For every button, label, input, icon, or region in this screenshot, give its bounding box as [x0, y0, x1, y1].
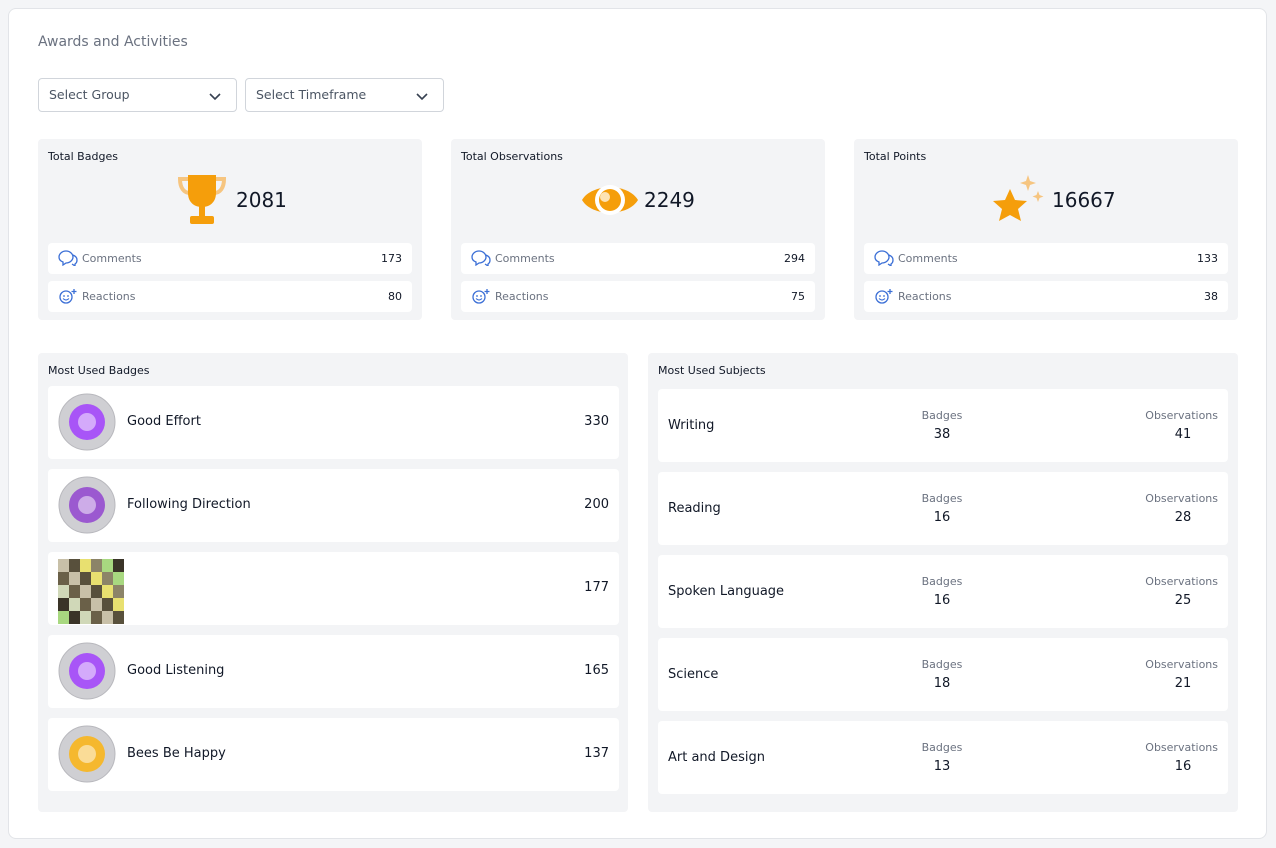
icon [172, 173, 232, 227]
reactions-label: Reactions [82, 290, 136, 303]
subject-name: Science [668, 667, 719, 682]
observations-label: Observations [1145, 409, 1218, 422]
dropdown-label: Select Group [49, 87, 130, 102]
badge-name: Good Listening [127, 663, 225, 678]
badge-count: 137 [584, 746, 609, 761]
subject-row [658, 721, 1228, 794]
card-title: Total Points [864, 150, 927, 163]
reactions-label: Reactions [495, 290, 549, 303]
observations-count: 16 [1174, 759, 1192, 774]
badge-name: Good Effort [127, 414, 201, 429]
icon [988, 173, 1048, 227]
badges-count: 38 [933, 427, 951, 442]
badges-count: 16 [933, 593, 951, 608]
panel-title: Most Used Subjects [658, 364, 766, 377]
observations-label: Observations [1145, 658, 1218, 671]
observations-count: 25 [1174, 593, 1192, 608]
badge-name: Bees Be Happy [127, 746, 226, 761]
badge-count: 330 [584, 414, 609, 429]
subject-row [658, 555, 1228, 628]
reactions-count: 80 [388, 290, 402, 303]
badge-icon [58, 476, 116, 538]
badge-icon [58, 642, 116, 704]
badges-count: 13 [933, 759, 951, 774]
reactions-row [864, 281, 1228, 312]
reactions-row [48, 281, 412, 312]
reactions-label: Reactions [898, 290, 952, 303]
badge-icon [58, 725, 116, 787]
subject-name: Reading [668, 501, 721, 516]
observations-label: Observations [1145, 575, 1218, 588]
comments-row [48, 243, 412, 274]
observations-label: Observations [1145, 492, 1218, 505]
comments-row [461, 243, 815, 274]
badges-label: Badges [921, 575, 963, 588]
badges-label: Badges [921, 409, 963, 422]
comments-label: Comments [898, 252, 958, 265]
comments-label: Comments [495, 252, 555, 265]
subject-row [658, 472, 1228, 545]
card-total: 2249 [644, 188, 695, 212]
badge-name: Following Direction [127, 497, 251, 512]
badge-row [48, 386, 619, 459]
badges-label: Badges [921, 658, 963, 671]
icon [580, 173, 640, 227]
badge-row [48, 469, 619, 542]
badge-icon [58, 559, 128, 629]
subject-row [658, 638, 1228, 711]
subject-name: Spoken Language [668, 584, 785, 599]
subject-name: Art and Design [668, 750, 765, 765]
badge-row [48, 552, 619, 625]
card-total: 16667 [1052, 188, 1116, 212]
comments-row [864, 243, 1228, 274]
observations-label: Observations [1145, 741, 1218, 754]
dropdown[interactable]: Select Timeframe [245, 78, 444, 112]
card-total: 2081 [236, 188, 287, 212]
badge-count: 165 [584, 663, 609, 678]
reactions-count: 75 [791, 290, 805, 303]
badge-count: 200 [584, 497, 609, 512]
comments-count: 173 [381, 252, 402, 265]
badges-count: 16 [933, 510, 951, 525]
comments-count: 133 [1197, 252, 1218, 265]
badges-label: Badges [921, 492, 963, 505]
reactions-row [461, 281, 815, 312]
card-title: Total Observations [461, 150, 563, 163]
comments-label: Comments [82, 252, 142, 265]
dropdown[interactable]: Select Group [38, 78, 237, 112]
observations-count: 41 [1174, 427, 1192, 442]
comments-count: 294 [784, 252, 805, 265]
badge-row [48, 718, 619, 791]
card-title: Total Badges [48, 150, 118, 163]
badge-row [48, 635, 619, 708]
observations-count: 28 [1174, 510, 1192, 525]
page-title: Awards and Activities [38, 34, 188, 50]
dropdown-label: Select Timeframe [256, 87, 367, 102]
badge-icon [58, 393, 116, 455]
observations-count: 21 [1174, 676, 1192, 691]
badges-label: Badges [921, 741, 963, 754]
panel-title: Most Used Badges [48, 364, 150, 377]
badges-count: 18 [933, 676, 951, 691]
badge-count: 177 [584, 580, 609, 595]
subject-row [658, 389, 1228, 462]
subject-name: Writing [668, 418, 715, 433]
reactions-count: 38 [1204, 290, 1218, 303]
